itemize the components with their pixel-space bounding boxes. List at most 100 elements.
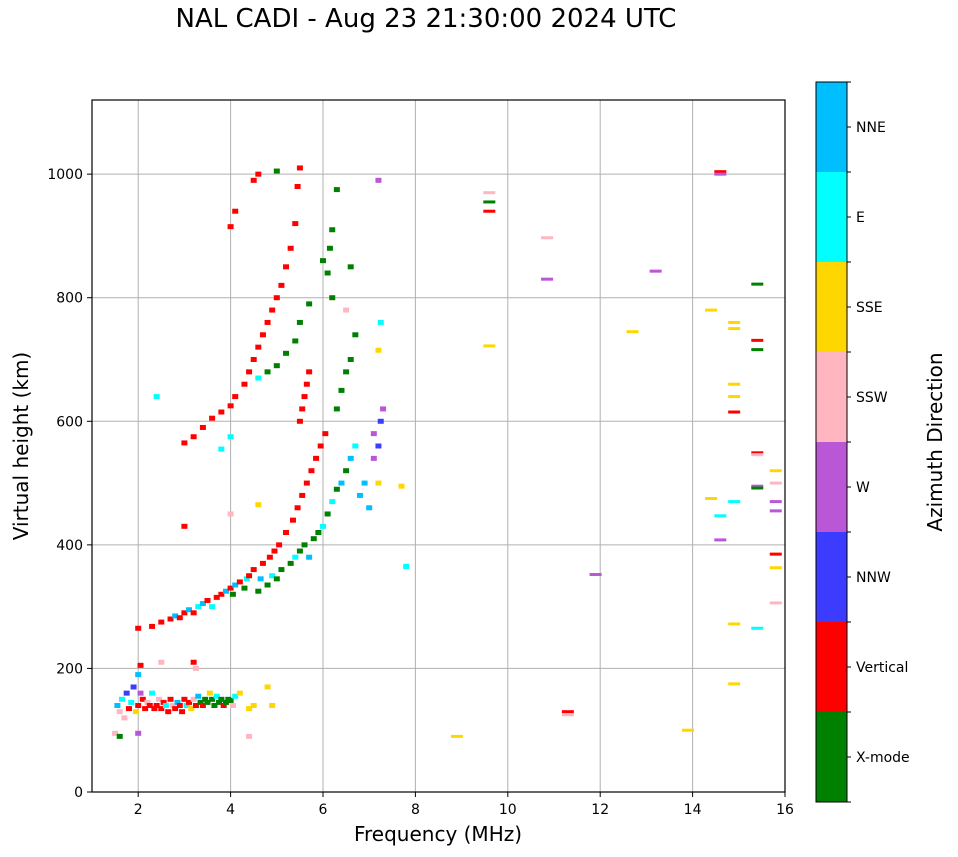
echo-point: [283, 530, 290, 535]
echo-point: [271, 548, 278, 554]
echo-point: [142, 706, 149, 712]
echo-point: [158, 619, 165, 625]
echo-point: [315, 530, 322, 535]
echo-point: [296, 319, 303, 325]
echo-point: [289, 517, 296, 523]
colorbar-segment: [816, 532, 847, 622]
echo-point: [209, 415, 216, 421]
echo-point: [195, 604, 202, 610]
echo-point: [116, 709, 123, 715]
echo-point: [377, 418, 384, 424]
echo-point: [204, 597, 211, 603]
echo-point: [347, 455, 354, 461]
echo-point: [347, 357, 354, 362]
colorbar-segment: [816, 82, 847, 172]
echo-point: [227, 434, 234, 440]
echo-point: [333, 406, 340, 412]
echo-point: [181, 523, 188, 529]
echo-point: [343, 468, 350, 474]
colorbar-category-label: Vertical: [856, 660, 908, 676]
echo-point: [728, 500, 741, 504]
echo-point: [714, 170, 727, 174]
echo-point: [232, 582, 239, 588]
echo-point: [273, 168, 280, 174]
echo-point: [162, 703, 169, 708]
echo-point: [250, 357, 257, 362]
echo-point: [375, 443, 382, 449]
echo-point: [236, 579, 243, 585]
echo-point: [728, 410, 741, 414]
echo-point: [181, 696, 188, 702]
echo-point: [728, 395, 741, 399]
echo-point: [160, 699, 167, 705]
echo-point: [751, 626, 764, 630]
echo-point: [158, 706, 165, 712]
echo-point: [135, 672, 142, 678]
echo-point: [352, 332, 359, 338]
colorbar-segment: [816, 622, 847, 712]
echo-point: [320, 258, 326, 264]
echo-point: [769, 500, 782, 504]
echo-point: [169, 703, 176, 708]
echo-point: [246, 733, 253, 739]
colorbar-category-label: SSW: [856, 390, 888, 406]
echo-point: [324, 511, 331, 517]
echo-point: [264, 684, 271, 690]
colorbar-category-label: W: [856, 480, 870, 496]
echo-point: [380, 406, 387, 412]
echo-point: [121, 715, 128, 721]
echo-point: [714, 538, 727, 542]
echo-point: [705, 308, 718, 312]
echo-point: [483, 200, 496, 204]
echo-point: [250, 567, 257, 573]
y-axis-label: Virtual height (km): [9, 352, 33, 541]
echo-point: [306, 369, 313, 375]
echo-point: [220, 703, 227, 708]
echo-point: [199, 601, 206, 607]
echo-point: [273, 295, 280, 301]
echo-point: [278, 282, 285, 288]
echo-point: [167, 696, 174, 702]
echo-point: [135, 625, 142, 631]
echo-point: [155, 696, 162, 702]
echo-point: [149, 690, 156, 696]
y-tick-label: 0: [74, 785, 83, 801]
echo-point: [403, 563, 410, 569]
echo-point: [292, 338, 299, 344]
echo-point: [714, 172, 727, 176]
echo-point: [144, 699, 151, 705]
echo-point: [483, 191, 496, 195]
echo-point: [218, 446, 225, 452]
echo-point: [483, 209, 496, 213]
echo-point: [232, 693, 239, 699]
echo-point: [769, 469, 782, 473]
colorbar-segment: [816, 352, 847, 442]
echo-point: [190, 610, 197, 616]
echo-point: [116, 733, 123, 739]
echo-point: [255, 588, 262, 594]
echo-point: [137, 662, 144, 668]
echo-point: [213, 693, 220, 699]
echo-point: [329, 295, 336, 301]
data-points: [112, 165, 782, 739]
echo-point: [338, 387, 345, 393]
echo-point: [192, 703, 199, 708]
grid-lines: [92, 100, 786, 793]
echo-point: [751, 282, 764, 286]
echo-point: [310, 536, 317, 542]
y-tick-label: 600: [56, 414, 83, 430]
echo-point: [218, 696, 225, 702]
echo-point: [197, 699, 204, 705]
echo-point: [751, 348, 764, 352]
echo-point: [306, 301, 313, 307]
echo-point: [186, 607, 193, 613]
echo-point: [705, 497, 718, 501]
echo-point: [329, 499, 336, 505]
echo-point: [183, 703, 190, 708]
echo-point: [751, 486, 764, 490]
echo-point: [649, 269, 662, 273]
echo-point: [250, 177, 257, 183]
colorbar-frame: [815, 81, 848, 803]
echo-point: [227, 585, 234, 591]
